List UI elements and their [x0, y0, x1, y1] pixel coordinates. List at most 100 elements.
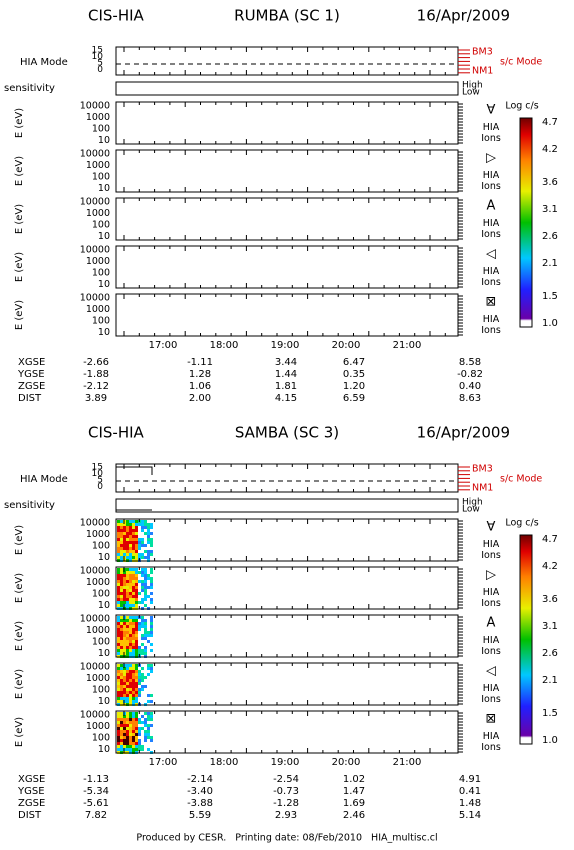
spectrogram-cell — [129, 616, 132, 619]
position-value: 6.47 — [343, 357, 365, 368]
spectrogram-cell — [117, 640, 120, 643]
spectrogram-cell — [117, 736, 120, 739]
spectrogram-cell — [129, 535, 132, 538]
spectrogram-cell — [129, 601, 132, 604]
spectrogram-cell — [129, 604, 132, 607]
spectrogram-cell — [138, 628, 141, 631]
spectrogram-cell — [132, 682, 135, 685]
spectrogram-cell — [129, 652, 132, 655]
mode-name: BM3 — [472, 47, 493, 58]
spectrogram-cell — [138, 523, 141, 526]
position-value: 4.15 — [275, 393, 297, 404]
spectrogram-cell — [120, 724, 123, 727]
spectrogram-cell — [147, 736, 150, 739]
spectrogram-cell — [129, 634, 132, 637]
spectrogram-cell — [120, 691, 123, 694]
spectrogram-cell — [120, 748, 123, 751]
spectrogram-cell — [147, 523, 150, 526]
spectrogram-cell — [135, 538, 138, 541]
spectrogram-cell — [132, 742, 135, 745]
spectrogram-cell — [135, 685, 138, 688]
spectrogram-cell — [129, 721, 132, 724]
spectrogram-cell — [120, 676, 123, 679]
spectrogram-cell — [123, 742, 126, 745]
instrument: CIS-HIA — [88, 7, 145, 25]
panel-icon: ⊠ — [486, 295, 497, 310]
spectrogram-cell — [132, 601, 135, 604]
spectrogram-cell — [132, 733, 135, 736]
time-label: 18:00 — [210, 340, 239, 351]
spectrogram-cell — [123, 679, 126, 682]
spectrogram-cell — [150, 667, 153, 670]
spectrogram-cell — [132, 634, 135, 637]
spectrogram-cell — [135, 667, 138, 670]
spectrogram-cell — [129, 553, 132, 556]
spectrogram-cell — [138, 670, 141, 673]
energy-tick-label: 10000 — [80, 245, 110, 256]
panel-frame — [115, 149, 459, 193]
sensitivity-level: High — [462, 498, 483, 508]
spectrogram-cell — [129, 682, 132, 685]
spectrogram-cell — [126, 604, 129, 607]
spectrogram-cell — [120, 598, 123, 601]
spectrogram-cell — [126, 556, 129, 559]
panel-icon: ◁ — [486, 664, 496, 679]
spectrogram-cell — [150, 601, 153, 604]
spectrogram-cell — [135, 625, 138, 628]
spectrogram-cell — [150, 592, 153, 595]
spectrogram-cell — [117, 679, 120, 682]
panel-frame — [115, 463, 459, 493]
spectrogram-cell — [117, 526, 120, 529]
spectrogram-cell — [129, 586, 132, 589]
spectrogram-cell — [129, 739, 132, 742]
energy-tick-label: 1000 — [86, 625, 110, 636]
spectrogram-cell — [117, 718, 120, 721]
spectrogram-cell — [129, 664, 132, 667]
mode-label: HIA Mode — [20, 474, 68, 485]
spectrogram-cell — [141, 544, 144, 547]
spectrogram-cell — [129, 712, 132, 715]
spectrogram-cell — [123, 673, 126, 676]
spectrogram-cell — [150, 568, 153, 571]
spectrogram-cell — [123, 670, 126, 673]
spectrogram-cell — [126, 625, 129, 628]
spectrogram-cell — [132, 646, 135, 649]
spectrogram-cell — [117, 616, 120, 619]
spectrogram-cell — [132, 694, 135, 697]
spectrogram-cell — [141, 622, 144, 625]
spectrogram-cell — [129, 679, 132, 682]
spectrogram-cell — [123, 745, 126, 748]
spectrogram-cell — [120, 652, 123, 655]
spectrogram-cell — [120, 538, 123, 541]
spectrogram-cell — [135, 736, 138, 739]
panel-frame — [115, 245, 459, 289]
energy-tick-label: 100 — [92, 172, 110, 183]
spectrogram-cell — [135, 529, 138, 532]
spectrogram-cell — [132, 721, 135, 724]
mode-tick-label: 10 — [92, 469, 104, 479]
spectrogram-cell — [141, 685, 144, 688]
spectrogram-cell — [144, 523, 147, 526]
spectrogram-cell — [123, 601, 126, 604]
spectrogram-cell — [126, 547, 129, 550]
spectrogram-cell — [150, 577, 153, 580]
spectrogram-cell — [129, 532, 132, 535]
spectrogram-cell — [150, 532, 153, 535]
spectrogram-cell — [147, 535, 150, 538]
spectrogram-cell — [132, 688, 135, 691]
spectrogram-cell — [147, 550, 150, 553]
spectrogram-cell — [120, 544, 123, 547]
mode-name: NM1 — [472, 483, 493, 494]
mode-tick-label: 0 — [97, 65, 103, 75]
mode-tick-label: 15 — [92, 46, 103, 56]
spectrogram-cell — [120, 721, 123, 724]
spectrogram-cell — [132, 679, 135, 682]
spectrogram-cell — [129, 745, 132, 748]
spectrogram-cell — [141, 586, 144, 589]
spectrogram-cell — [138, 571, 141, 574]
spectrogram-cell — [135, 622, 138, 625]
spectrogram-cell — [150, 739, 153, 742]
spectrogram-cell — [117, 673, 120, 676]
position-value: 1.48 — [459, 798, 481, 809]
position-value: 4.91 — [459, 774, 481, 785]
